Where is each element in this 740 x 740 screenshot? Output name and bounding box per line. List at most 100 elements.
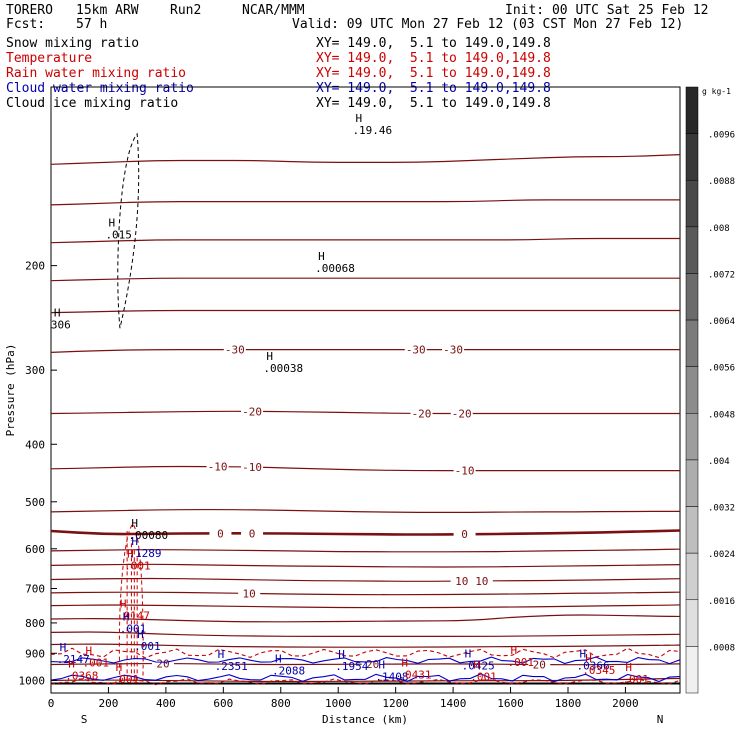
colorbar-tick-label: .0016: [708, 597, 735, 607]
colorbar-unit: g kg-1: [702, 87, 731, 96]
temperature-contour-label: -20: [242, 405, 262, 418]
y-tick-label: 900: [25, 647, 45, 660]
contour-label-mask: [410, 407, 433, 419]
temperature-contour-label: -20: [452, 408, 472, 421]
temperature-contour-label: -20: [412, 408, 432, 421]
x-tick-label: 800: [271, 697, 291, 710]
temperature-contour: [50, 508, 680, 514]
extremum-marker: H: [131, 535, 138, 548]
temperature-contour: [50, 604, 681, 609]
extremum-marker: H: [275, 653, 282, 666]
extremum-value: .00080: [128, 529, 168, 542]
snow-mixing-contour: [117, 132, 140, 329]
rain-water-contour: [118, 523, 144, 682]
temperature-contour: [50, 277, 680, 282]
temperature-contour: [50, 309, 680, 314]
extremum-marker: H: [137, 628, 144, 641]
extremum-marker: H: [338, 648, 345, 661]
colorbar-segment: [685, 646, 699, 694]
temperature-contour-label: -10: [455, 465, 475, 478]
temperature-contour: [50, 199, 680, 206]
extremum-marker: H: [54, 306, 61, 319]
colorbar-tick-label: .0032: [708, 504, 735, 514]
x-tick-label: 1600: [497, 697, 524, 710]
temperature-contour: [50, 465, 680, 472]
colorbar-segment: [685, 226, 699, 274]
init-time: Init: 00 UTC Sat 25 Feb 12: [505, 3, 709, 18]
extremum-value: .2088: [272, 665, 305, 678]
temperature-contour-label: 0: [249, 527, 256, 540]
extremum-marker: H: [120, 598, 127, 611]
extremum-value: .001: [470, 670, 497, 683]
extremum-marker: H: [401, 656, 408, 669]
x-tick-label: 2000: [612, 697, 639, 710]
contour-label-mask: [453, 528, 476, 540]
extremum-marker: H: [625, 661, 632, 674]
extremum-value: .19.46: [352, 124, 392, 137]
y-tick-label: 600: [25, 543, 45, 556]
cloud-water-contour: [50, 656, 681, 665]
x-tick-label: 1400: [440, 697, 467, 710]
temperature-contour-label: -10: [208, 461, 228, 474]
temperature-contour: [50, 529, 681, 536]
contour-label-mask: [241, 460, 264, 472]
temperature-contour-label: -30: [225, 344, 245, 357]
forecast-hour: 57 h: [76, 17, 108, 32]
extremum-value: .001: [120, 622, 147, 635]
legend-cross-section-endpoints: XY= 149.0, 5.1 to 149.0,149.8: [316, 66, 551, 81]
x-tick-label: 1000: [325, 697, 352, 710]
y-tick-label: 400: [25, 438, 45, 451]
temperature-contour: [50, 563, 681, 568]
colorbar-tick-label: .0056: [708, 364, 735, 374]
temperature-contour: [50, 154, 681, 165]
temperature-contour: [50, 410, 680, 415]
extremum-value: .0366: [576, 659, 609, 672]
extremum-value: .1954: [335, 660, 368, 673]
extremum-value: .0425: [462, 659, 495, 672]
rain-water-contour: [50, 647, 681, 659]
colorbar-tick-label: .0064: [708, 317, 735, 327]
temperature-contour-label: 0: [217, 527, 224, 540]
colorbar-segment: [685, 459, 699, 507]
temperature-contour-label: -10: [242, 461, 262, 474]
x-axis-right-end: N: [657, 713, 664, 726]
extremum-value: .0431: [398, 668, 431, 681]
temperature-contour-label: 0: [461, 528, 468, 541]
extremum-marker: H: [579, 647, 586, 660]
valid-time: Valid: 09 UTC Mon 27 Feb 12 (03 CST Mon …: [292, 17, 684, 32]
cloud-water-contour: [50, 673, 681, 683]
temperature-contour-label: -30: [443, 344, 463, 357]
legend-cross-section-endpoints: XY= 149.0, 5.1 to 149.0,149.8: [316, 36, 551, 51]
extremum-value: .1408: [375, 670, 408, 683]
colorbar-tick-label: .004: [708, 457, 730, 467]
extremum-value: .001: [113, 673, 140, 686]
colorbar-segment: [685, 133, 699, 181]
y-tick-label: 500: [25, 496, 45, 509]
extremum-marker: H: [108, 216, 115, 229]
x-axis-left-end: S: [81, 713, 88, 726]
y-axis-label: Pressure (hPa): [4, 344, 17, 437]
extremum-value: .00068: [315, 262, 355, 275]
colorbar-segment: [685, 273, 699, 321]
x-tick-label: 0: [48, 697, 55, 710]
colorbar-segment: [685, 86, 699, 134]
colorbar-segment: [685, 319, 699, 367]
extremum-marker: H: [266, 350, 273, 363]
contour-label-mask: [450, 407, 473, 419]
temperature-contour-label: -30: [406, 344, 426, 357]
contour-label-mask: [238, 587, 261, 599]
temperature-contour: [50, 548, 681, 553]
contour-label-mask: [450, 575, 473, 587]
extremum-marker: H: [218, 648, 225, 661]
extremum-value: .001: [508, 656, 534, 669]
x-tick-label: 600: [213, 697, 233, 710]
temperature-contour-label: 20: [533, 659, 546, 672]
extremum-marker: H: [123, 610, 130, 623]
extremum-value: .015: [105, 228, 132, 241]
colorbar-segment: [685, 179, 699, 228]
extremum-marker: H: [60, 641, 67, 654]
extremum-value: .0368: [65, 670, 98, 683]
extremum-marker: H: [511, 644, 518, 657]
plot-frame: [50, 86, 681, 694]
